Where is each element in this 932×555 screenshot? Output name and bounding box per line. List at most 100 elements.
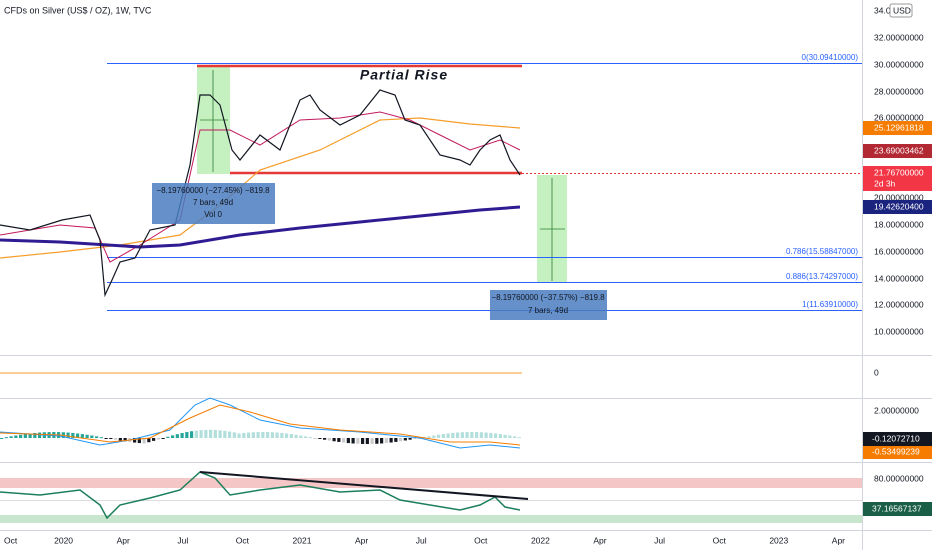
histogram-bar <box>513 436 517 438</box>
axis-label: 12.00000000 <box>874 299 924 309</box>
axis-label: 18.00000000 <box>874 219 924 229</box>
time-label: Oct <box>4 535 18 545</box>
ma-orange <box>0 117 521 259</box>
fib-lines <box>107 63 862 311</box>
currency-box <box>889 3 913 18</box>
histogram-bar <box>251 432 255 438</box>
histogram-bar <box>304 436 308 438</box>
histogram-bar <box>413 438 417 439</box>
time-label: Apr <box>117 535 130 545</box>
histogram-bar <box>313 438 317 439</box>
histogram-bar <box>446 433 450 438</box>
axis-label: 80.00000000 <box>874 473 924 483</box>
currency: USD <box>893 5 911 15</box>
histogram-bar <box>137 438 141 444</box>
histogram-bar <box>156 438 160 440</box>
fib-label: 1(11.63910000) <box>802 300 858 309</box>
histogram-bar <box>209 429 213 438</box>
badge <box>863 166 932 191</box>
histogram-bar <box>460 432 464 438</box>
histogram-bar <box>175 434 179 438</box>
time-label: Oct <box>713 535 727 545</box>
histogram-bar <box>346 438 350 444</box>
price-axis: 34.0 USD 32.00000000 30.00000000 28.0000… <box>863 3 932 516</box>
histogram-bar <box>218 430 222 438</box>
histogram-bar <box>66 432 70 438</box>
histogram-bar <box>399 438 403 442</box>
histogram-bar <box>33 432 37 438</box>
time-label: Jul <box>416 535 427 545</box>
time-label: Oct <box>236 535 250 545</box>
histogram-bar <box>498 434 502 438</box>
histogram-bar <box>23 434 27 438</box>
histogram-bar <box>95 436 99 438</box>
badge <box>863 446 932 459</box>
axis-label: 20.00000000 <box>874 192 924 202</box>
badge <box>863 502 932 516</box>
axis-label: 14.00000000 <box>874 273 924 283</box>
axis-label: 34.0 <box>874 5 891 15</box>
time-label: Apr <box>832 535 845 545</box>
histogram-bar <box>456 432 460 438</box>
histogram-bar <box>242 432 246 438</box>
histogram-bar <box>380 438 384 444</box>
histogram-bar <box>375 438 379 444</box>
histogram-bar <box>114 438 118 440</box>
histogram-bar <box>213 429 217 438</box>
histogram-bar <box>232 432 236 438</box>
badge-text: -0.12072710 <box>872 433 920 443</box>
badge-text: 37.16567137 <box>872 503 922 513</box>
histogram-bar <box>275 432 279 438</box>
histogram-bar <box>228 431 232 438</box>
chart-title: CFDs on Silver (US$ / OZ), 1W, TVC <box>4 5 152 15</box>
histogram-bar <box>494 433 498 438</box>
fib-label: 0.886(13.74297000) <box>786 272 858 281</box>
histogram-bar <box>223 430 227 438</box>
histogram-bar <box>261 432 265 438</box>
histogram-bar <box>199 430 203 438</box>
histogram-bar <box>99 437 103 439</box>
histogram-bar <box>237 433 241 438</box>
histogram-bar <box>475 432 479 438</box>
histogram-bar <box>123 438 127 442</box>
measure-bars: 7 bars, 49d <box>193 198 233 207</box>
time-label: Jul <box>177 535 188 545</box>
histogram-bar <box>484 432 488 438</box>
histogram-bar <box>299 435 303 438</box>
axis-label: 32.00000000 <box>874 32 924 42</box>
time-label: Jul <box>654 535 665 545</box>
histogram-bar <box>365 438 369 444</box>
fib-label: 0(30.09410000) <box>802 53 859 62</box>
histogram-bar <box>194 430 198 438</box>
histogram-bar <box>256 432 260 438</box>
histogram-bar <box>294 434 298 438</box>
histogram-bar <box>489 432 493 438</box>
histogram-bar <box>266 432 270 438</box>
histogram-bar <box>408 438 412 440</box>
histogram-bar <box>152 438 156 441</box>
ma-red <box>0 111 521 263</box>
histogram-bar <box>270 432 274 438</box>
histogram-bar <box>318 438 322 439</box>
histogram-bar <box>470 432 474 438</box>
macd-histogram <box>0 429 521 444</box>
histogram-bar <box>370 438 374 444</box>
histogram-bar <box>90 435 94 438</box>
histogram-bar <box>19 434 23 438</box>
rsi-line <box>0 471 521 520</box>
histogram-bar <box>289 434 293 438</box>
histogram-bar <box>118 438 122 441</box>
histogram-bar <box>171 435 175 438</box>
annotation: Partial Rise <box>360 67 448 83</box>
measure-box <box>152 183 275 224</box>
macd-line <box>0 397 521 449</box>
histogram-bar <box>503 434 507 438</box>
histogram-bar <box>394 438 398 442</box>
oversold-band <box>0 515 862 523</box>
badge <box>863 144 932 158</box>
histogram-bar <box>427 436 431 438</box>
histogram-bar <box>517 437 521 439</box>
histogram-bar <box>437 434 441 438</box>
histogram-bar <box>337 438 341 442</box>
histogram-bar <box>351 438 355 444</box>
